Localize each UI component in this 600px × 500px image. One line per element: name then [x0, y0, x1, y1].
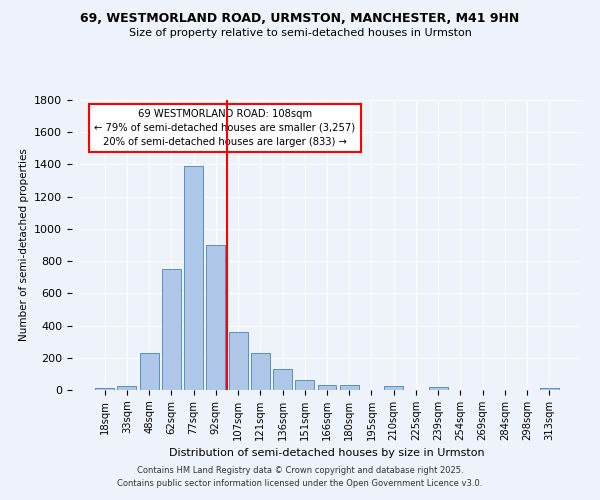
Text: 69, WESTMORLAND ROAD, URMSTON, MANCHESTER, M41 9HN: 69, WESTMORLAND ROAD, URMSTON, MANCHESTE…	[80, 12, 520, 26]
Bar	[317, 385, 337, 390]
Bar	[206, 245, 225, 390]
Bar	[295, 380, 314, 390]
Bar	[429, 387, 448, 390]
Bar	[251, 353, 270, 390]
Bar	[95, 388, 114, 390]
X-axis label: Distribution of semi-detached houses by size in Urmston: Distribution of semi-detached houses by …	[169, 448, 485, 458]
Bar	[273, 369, 292, 390]
Y-axis label: Number of semi-detached properties: Number of semi-detached properties	[19, 148, 29, 342]
Text: 69 WESTMORLAND ROAD: 108sqm
← 79% of semi-detached houses are smaller (3,257)
20: 69 WESTMORLAND ROAD: 108sqm ← 79% of sem…	[94, 108, 356, 146]
Text: Size of property relative to semi-detached houses in Urmston: Size of property relative to semi-detach…	[128, 28, 472, 38]
Bar	[118, 386, 136, 390]
Bar	[162, 269, 181, 390]
Bar	[540, 388, 559, 390]
Bar	[140, 353, 158, 390]
Bar	[384, 386, 403, 390]
Text: Contains HM Land Registry data © Crown copyright and database right 2025.
Contai: Contains HM Land Registry data © Crown c…	[118, 466, 482, 487]
Bar	[184, 166, 203, 390]
Bar	[340, 385, 359, 390]
Bar	[229, 332, 248, 390]
